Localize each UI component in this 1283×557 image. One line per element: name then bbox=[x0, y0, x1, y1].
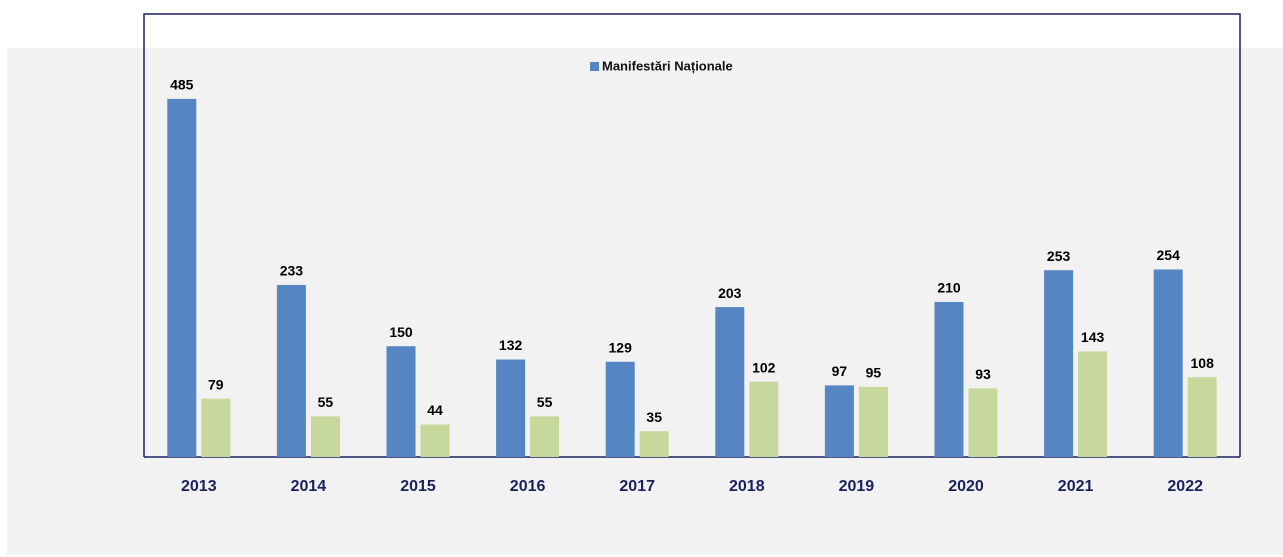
bar bbox=[1044, 270, 1074, 457]
bar bbox=[201, 398, 231, 457]
data-label: 253 bbox=[1047, 248, 1071, 264]
data-label: 102 bbox=[752, 359, 776, 375]
bar bbox=[749, 381, 779, 457]
x-tick-label: 2022 bbox=[1167, 478, 1203, 495]
x-tick-label: 2017 bbox=[619, 478, 655, 495]
data-label: 95 bbox=[866, 365, 882, 381]
data-label: 97 bbox=[832, 363, 848, 379]
plot-frame bbox=[143, 13, 1241, 457]
legend-label: Manifestări Naționale bbox=[602, 58, 733, 73]
bar bbox=[934, 301, 964, 457]
data-label: 210 bbox=[937, 280, 961, 296]
legend-swatch bbox=[590, 62, 599, 71]
bar bbox=[167, 98, 197, 458]
x-tick-label: 2014 bbox=[291, 478, 327, 495]
bar bbox=[715, 307, 745, 457]
bar bbox=[1153, 269, 1183, 457]
data-label: 485 bbox=[170, 77, 194, 93]
x-tick-label: 2015 bbox=[400, 478, 436, 495]
bar bbox=[310, 416, 340, 457]
x-tick-label: 2021 bbox=[1058, 478, 1094, 495]
bar bbox=[386, 346, 416, 457]
bar bbox=[858, 386, 888, 457]
data-label: 55 bbox=[318, 394, 334, 410]
data-label: 203 bbox=[718, 285, 742, 301]
x-tick-label: 2019 bbox=[839, 478, 875, 495]
data-label: 132 bbox=[499, 337, 523, 353]
x-tick-label: 2016 bbox=[510, 478, 546, 495]
x-tick-label: 2020 bbox=[948, 478, 984, 495]
data-label: 55 bbox=[537, 394, 553, 410]
bar bbox=[824, 385, 854, 457]
data-label: 129 bbox=[609, 339, 633, 355]
bar bbox=[639, 431, 669, 457]
data-label: 93 bbox=[975, 366, 991, 382]
bar bbox=[968, 388, 998, 457]
data-label: 254 bbox=[1157, 247, 1181, 263]
data-label: 233 bbox=[280, 263, 304, 279]
x-tick-label: 2013 bbox=[181, 478, 217, 495]
data-label: 108 bbox=[1191, 355, 1215, 371]
bar bbox=[1078, 351, 1108, 457]
bar bbox=[496, 359, 526, 457]
data-label: 35 bbox=[646, 409, 662, 425]
x-tick-label: 2018 bbox=[729, 478, 765, 495]
bar bbox=[605, 361, 635, 457]
bar bbox=[530, 416, 560, 457]
data-label: 44 bbox=[427, 402, 443, 418]
bar bbox=[1187, 377, 1217, 457]
data-label: 79 bbox=[208, 376, 224, 392]
bar bbox=[420, 424, 450, 457]
data-label: 150 bbox=[389, 324, 413, 340]
data-label: 143 bbox=[1081, 329, 1105, 345]
bar bbox=[276, 284, 306, 457]
